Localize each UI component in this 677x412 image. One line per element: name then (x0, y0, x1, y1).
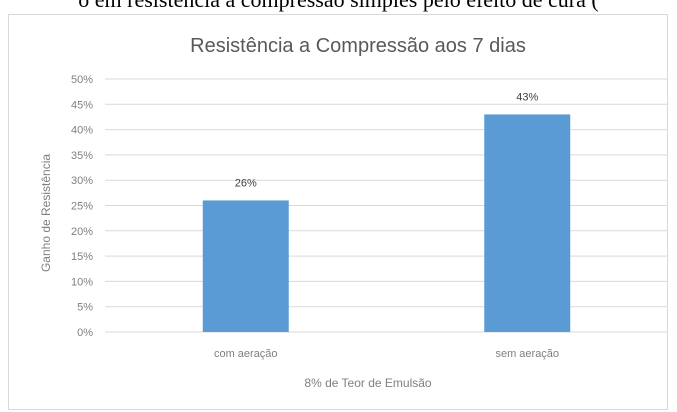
y-tick-label: 40% (71, 125, 93, 137)
y-tick-label: 25% (71, 201, 93, 213)
x-tick-label: com aeração (214, 348, 278, 360)
y-tick-label: 20% (71, 226, 93, 238)
y-axis-ticks: 0% 5% 10% 15% 20% 25% 30% 35% 40% 45% 50% (71, 74, 93, 339)
chart-title: Resistência a Compressão aos 7 dias (190, 35, 526, 57)
y-axis-label: Ganho de Resistência (39, 154, 53, 272)
x-axis-label: 8% de Teor de Emulsão (304, 376, 432, 390)
y-tick-label: 15% (71, 251, 93, 263)
y-tick-label: 35% (71, 150, 93, 162)
gridlines (105, 78, 668, 333)
data-labels: 26% 43% (235, 91, 539, 189)
y-tick-label: 50% (71, 74, 93, 86)
x-axis-ticks: com aeração sem aeração (214, 348, 559, 360)
data-label: 26% (235, 177, 257, 189)
bars (202, 114, 571, 332)
bar (202, 200, 289, 332)
y-tick-label: 5% (77, 302, 93, 314)
y-tick-label: 45% (71, 99, 93, 111)
x-tick-label: sem aeração (495, 348, 559, 360)
y-tick-label: 10% (71, 276, 93, 288)
cropped-caption-text: o em resistência a compressão simples pe… (0, 0, 677, 13)
y-tick-label: 30% (71, 175, 93, 187)
y-tick-label: 0% (77, 327, 93, 339)
data-label: 43% (516, 91, 538, 103)
bar (484, 114, 571, 332)
